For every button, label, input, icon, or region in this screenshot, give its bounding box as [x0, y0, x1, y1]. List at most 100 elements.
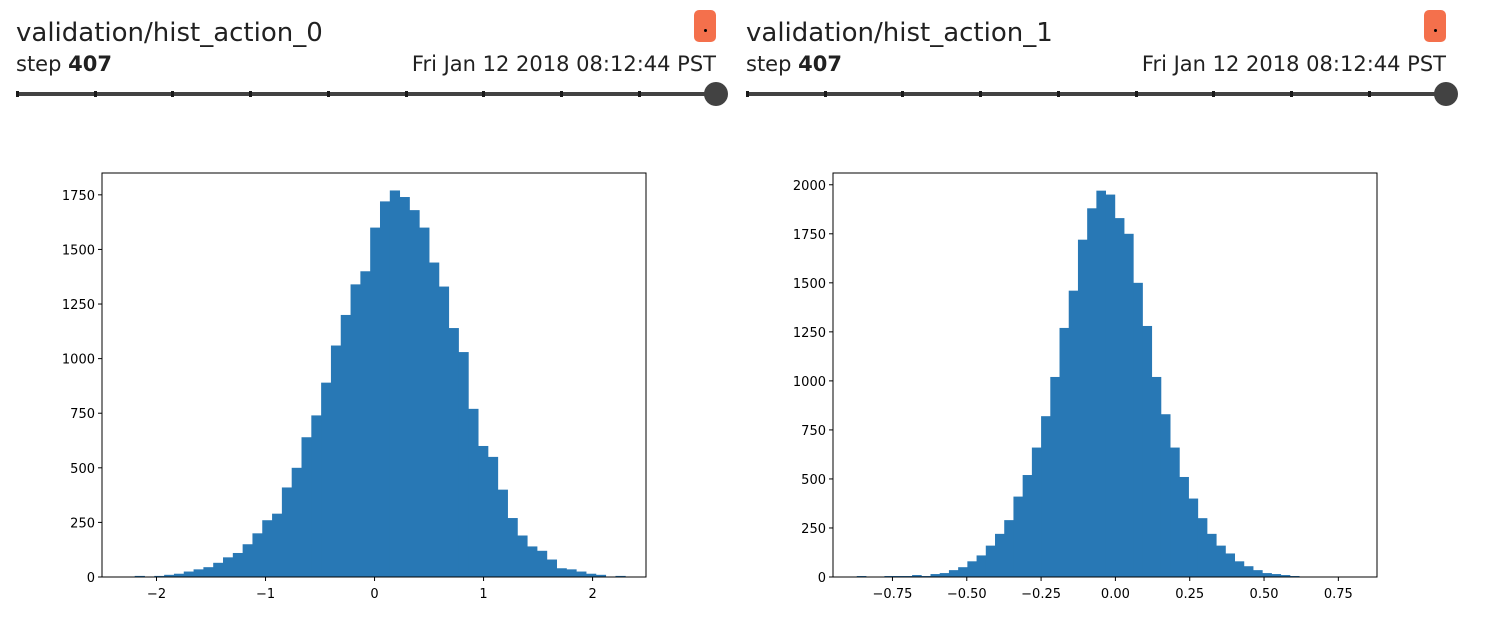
step-slider-handle[interactable] — [704, 82, 728, 106]
histogram-bar — [967, 561, 977, 577]
histogram-bar — [1253, 570, 1263, 577]
histogram-bar — [350, 284, 361, 577]
slider-tick — [1134, 91, 1138, 97]
histogram-bar — [527, 546, 538, 577]
histogram-bar — [976, 555, 987, 577]
y-tick-label: 1500 — [62, 243, 95, 258]
y-tick-label: 1750 — [793, 228, 826, 243]
histogram-bar — [1151, 376, 1162, 577]
x-tick-label: 1 — [479, 587, 487, 602]
slider-tick — [249, 91, 253, 97]
histogram-bar — [252, 533, 263, 577]
step-row: step 407 Fri Jan 12 2018 08:12:44 PST — [746, 52, 1446, 76]
slider-tick — [1056, 91, 1060, 97]
histogram-bar — [1216, 545, 1226, 577]
histogram-bar — [1022, 475, 1033, 577]
histogram-bar — [1004, 520, 1014, 577]
histogram-bar — [507, 518, 518, 577]
histogram-bar — [1170, 447, 1180, 577]
y-tick-label: 1250 — [62, 298, 95, 313]
histogram-bar — [1142, 325, 1153, 577]
histogram-bar — [272, 513, 283, 577]
histogram-bar — [399, 197, 410, 578]
step-slider[interactable] — [16, 91, 719, 97]
histogram-bar — [1124, 233, 1134, 577]
y-tick-label: 250 — [70, 516, 95, 531]
slider-tick — [823, 91, 827, 97]
histogram-bar — [586, 573, 597, 577]
histogram-bar — [1096, 190, 1106, 577]
slider-tick — [1212, 91, 1216, 97]
histogram-bar — [1160, 414, 1171, 577]
card-title: validation/hist_action_0 — [16, 18, 323, 48]
slider-tick — [404, 91, 408, 97]
histogram-bar — [546, 559, 558, 577]
histogram-bar — [321, 382, 332, 577]
histogram-bar — [595, 574, 607, 577]
histogram-bar — [958, 567, 968, 577]
histogram-bar — [419, 227, 430, 577]
expand-icon[interactable] — [1424, 10, 1446, 42]
histogram-bar — [1059, 327, 1070, 577]
histogram-bar — [1068, 290, 1079, 577]
histogram-bar — [262, 520, 273, 577]
slider-tick — [482, 91, 486, 97]
histogram-bar — [1050, 376, 1060, 577]
histogram-bar — [183, 571, 194, 577]
histogram-bar — [340, 314, 351, 577]
histogram-bar — [173, 573, 185, 577]
timestamp: Fri Jan 12 2018 08:12:44 PST — [1141, 52, 1446, 76]
histogram-bar — [370, 227, 381, 577]
histogram-bar — [134, 575, 145, 577]
histogram-bar — [939, 573, 950, 577]
y-tick-label: 750 — [801, 424, 826, 439]
histogram-bar — [429, 262, 440, 577]
histogram-bar — [985, 545, 996, 577]
histogram-bar — [1243, 566, 1254, 577]
histogram-bar — [360, 271, 371, 577]
slider-tick — [637, 91, 641, 97]
slider-tick — [1367, 91, 1371, 97]
histogram-bar — [409, 210, 420, 577]
y-tick-label: 1250 — [793, 326, 826, 341]
histogram-bar — [448, 328, 459, 577]
step-slider-handle[interactable] — [1434, 82, 1458, 106]
histogram-chart: 0 250 500 750 1000 1250 1500 1750 −2 −1 0 1 2 — [62, 172, 647, 602]
plot-frame — [101, 172, 647, 578]
histogram-chart: 0 250 500 750 1000 1250 1500 1750 2000 −0.75 −0.50… — [793, 172, 1378, 602]
histogram-bar — [468, 408, 479, 577]
histogram-bar — [566, 569, 577, 577]
histogram-bar — [1114, 218, 1125, 577]
histogram-bar — [242, 544, 253, 577]
y-tick-label: 0 — [818, 571, 826, 586]
histogram-bar — [536, 550, 548, 577]
x-tick-label: 0.00 — [1101, 587, 1130, 602]
step-label: step — [746, 52, 792, 76]
histogram-bar — [330, 345, 342, 577]
histogram-bar — [478, 445, 489, 577]
histogram-bar — [1105, 194, 1116, 577]
badge-dot — [1434, 29, 1437, 32]
histogram-bar — [948, 570, 959, 577]
step-slider[interactable] — [746, 91, 1449, 97]
y-tick-label: 500 — [70, 462, 95, 477]
y-tick-label: 750 — [70, 407, 95, 422]
slider-tick — [901, 91, 905, 97]
histogram-bar — [487, 456, 499, 577]
expand-icon[interactable] — [694, 10, 716, 42]
step-value: 407 — [68, 52, 112, 76]
x-tick-label: −0.25 — [1021, 587, 1061, 602]
histogram-bar — [615, 575, 626, 577]
histogram-bar — [1013, 496, 1024, 577]
histogram-bar — [556, 568, 567, 577]
histogram-bar — [995, 533, 1005, 577]
histogram-bar — [517, 535, 528, 577]
histogram-bar — [497, 489, 508, 577]
histogram-bar — [203, 567, 214, 577]
histogram-bar — [930, 574, 941, 577]
histogram-bar — [1179, 476, 1189, 577]
histogram-bar — [1197, 518, 1208, 577]
card-hist-action-0: validation/hist_action_0 step 407 Fri Ja… — [16, 0, 728, 628]
histogram-bar — [291, 467, 302, 577]
slider-tick — [16, 91, 19, 97]
